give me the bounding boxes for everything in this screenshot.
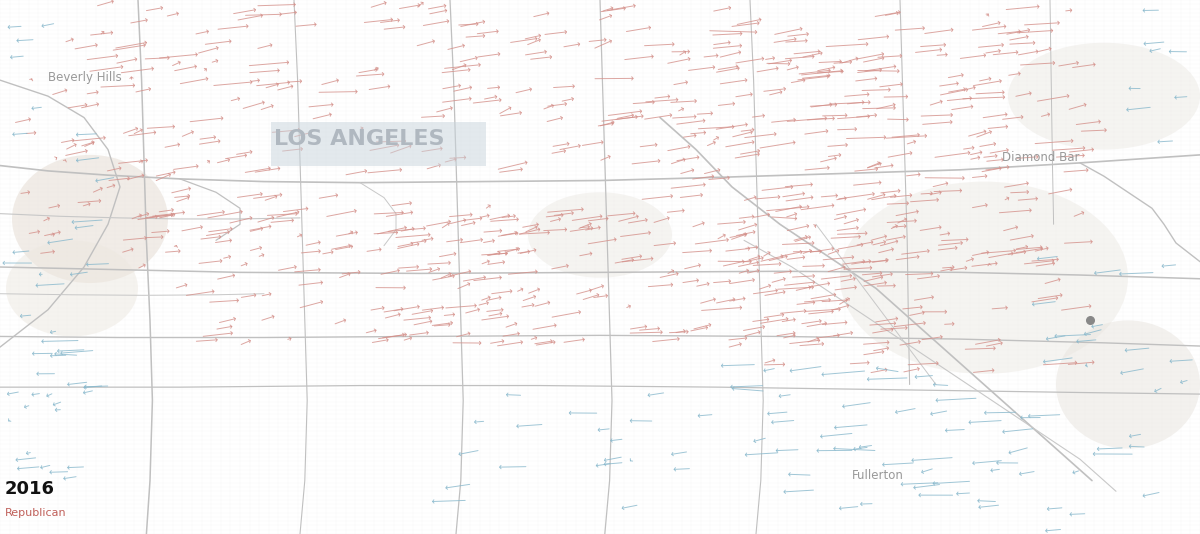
Text: Fullerton: Fullerton [852, 469, 904, 482]
Text: Beverly Hills: Beverly Hills [48, 71, 121, 84]
Ellipse shape [840, 182, 1128, 374]
FancyBboxPatch shape [271, 122, 486, 166]
Text: LOS ANGELES: LOS ANGELES [274, 129, 444, 149]
Ellipse shape [528, 192, 672, 278]
Text: Republican: Republican [5, 508, 66, 517]
Ellipse shape [6, 240, 138, 336]
Ellipse shape [1008, 43, 1200, 150]
Text: Diamond Bar: Diamond Bar [1002, 151, 1080, 164]
Ellipse shape [12, 155, 168, 283]
Text: 2016: 2016 [5, 480, 55, 498]
Point [1080, 316, 1099, 325]
Ellipse shape [1056, 320, 1200, 449]
